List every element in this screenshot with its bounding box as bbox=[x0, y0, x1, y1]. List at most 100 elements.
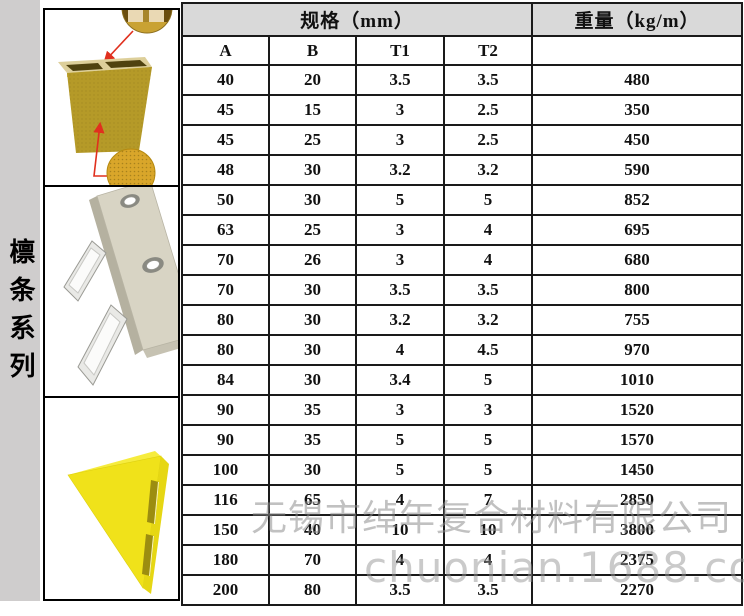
cell-t1: 3 bbox=[355, 94, 445, 126]
cell-t2: 2.5 bbox=[442, 94, 534, 126]
cell-t2: 3.2 bbox=[442, 304, 534, 336]
table-row: 80 30 4 4.5 970 bbox=[181, 334, 744, 366]
cell-b: 25 bbox=[268, 214, 357, 246]
callout-arrow-icon bbox=[103, 30, 134, 63]
table-row: 200 80 3.5 3.5 2270 bbox=[181, 574, 744, 606]
cell-a: 180 bbox=[181, 544, 270, 576]
cell-t1: 5 bbox=[355, 424, 445, 456]
cell-t1: 10 bbox=[355, 514, 445, 546]
cell-t2: 3 bbox=[442, 394, 534, 426]
cell-t1: 3.5 bbox=[355, 574, 445, 606]
cell-t1: 3 bbox=[355, 214, 445, 246]
cell-t1: 3 bbox=[355, 394, 445, 426]
wedge-purlin-illustration bbox=[67, 451, 169, 594]
cell-b: 20 bbox=[268, 64, 357, 96]
cell-t2: 2.5 bbox=[442, 124, 534, 156]
cell-weight: 1450 bbox=[531, 454, 744, 486]
table-row: 180 70 4 4 2375 bbox=[181, 544, 744, 576]
cell-a: 90 bbox=[181, 394, 270, 426]
cell-b: 30 bbox=[268, 334, 357, 366]
cell-t1: 5 bbox=[355, 184, 445, 216]
table-row: 90 35 5 5 1570 bbox=[181, 424, 744, 456]
cell-t2: 4.5 bbox=[442, 334, 534, 366]
yellow-profile bbox=[67, 451, 169, 594]
col-header-b: B bbox=[268, 35, 357, 66]
rect-tube-purlin-photo bbox=[43, 8, 180, 187]
table-row: 45 15 3 2.5 350 bbox=[181, 94, 744, 126]
plate-purlin-illustration bbox=[63, 187, 178, 386]
purlin-box bbox=[58, 57, 152, 153]
cell-weight: 755 bbox=[531, 304, 744, 336]
plate-purlin-photo bbox=[43, 185, 180, 398]
cell-t1: 4 bbox=[355, 334, 445, 366]
cell-t1: 3.5 bbox=[355, 64, 445, 96]
cell-b: 35 bbox=[268, 394, 357, 426]
table-row: 40 20 3.5 3.5 480 bbox=[181, 64, 744, 96]
cell-b: 26 bbox=[268, 244, 357, 276]
cell-b: 30 bbox=[268, 454, 357, 486]
category-sidebar: 檩条系列 bbox=[0, 0, 40, 601]
cell-t2: 7 bbox=[442, 484, 534, 516]
cell-weight: 2375 bbox=[531, 544, 744, 576]
cell-b: 30 bbox=[268, 154, 357, 186]
cell-t1: 3 bbox=[355, 244, 445, 276]
cell-t1: 3.5 bbox=[355, 274, 445, 306]
cell-t2: 4 bbox=[442, 544, 534, 576]
cell-a: 150 bbox=[181, 514, 270, 546]
cell-weight: 3800 bbox=[531, 514, 744, 546]
drilled-plate bbox=[89, 187, 178, 358]
cell-t1: 3 bbox=[355, 124, 445, 156]
cell-b: 30 bbox=[268, 274, 357, 306]
table-row: 45 25 3 2.5 450 bbox=[181, 124, 744, 156]
cell-b: 35 bbox=[268, 424, 357, 456]
rect-tube-purlin-illustration bbox=[58, 10, 173, 185]
cell-weight: 450 bbox=[531, 124, 744, 156]
spec-table: 规格（mm） 重量（kg/m） A B T1 T2 40 20 3.5 3.5 … bbox=[180, 2, 744, 606]
cell-t1: 4 bbox=[355, 544, 445, 576]
cell-b: 80 bbox=[268, 574, 357, 606]
cell-t2: 5 bbox=[442, 364, 534, 396]
table-row: 70 26 3 4 680 bbox=[181, 244, 744, 276]
cell-b: 25 bbox=[268, 124, 357, 156]
cell-a: 45 bbox=[181, 94, 270, 126]
col-header-t1: T1 bbox=[355, 35, 445, 66]
cover-plates bbox=[63, 240, 128, 386]
table-row: 116 65 4 7 2850 bbox=[181, 484, 744, 516]
cell-t2: 3.5 bbox=[442, 274, 534, 306]
cell-t2: 5 bbox=[442, 454, 534, 486]
table-row: 50 30 5 5 852 bbox=[181, 184, 744, 216]
cell-a: 40 bbox=[181, 64, 270, 96]
cell-a: 80 bbox=[181, 334, 270, 366]
cell-weight: 350 bbox=[531, 94, 744, 126]
cell-b: 40 bbox=[268, 514, 357, 546]
col-header-t2: T2 bbox=[442, 35, 534, 66]
cell-weight: 970 bbox=[531, 334, 744, 366]
col-header-a: A bbox=[181, 35, 270, 66]
cell-weight: 1520 bbox=[531, 394, 744, 426]
cell-t1: 4 bbox=[355, 484, 445, 516]
cell-t2: 5 bbox=[442, 424, 534, 456]
cell-a: 70 bbox=[181, 274, 270, 306]
table-row: 84 30 3.4 5 1010 bbox=[181, 364, 744, 396]
cell-weight: 852 bbox=[531, 184, 744, 216]
cell-a: 100 bbox=[181, 454, 270, 486]
wedge-purlin-photo bbox=[43, 396, 180, 601]
table-row: 150 40 10 10 3800 bbox=[181, 514, 744, 546]
cell-b: 30 bbox=[268, 184, 357, 216]
table-subheader-row: A B T1 T2 bbox=[181, 35, 744, 66]
table-row: 100 30 5 5 1450 bbox=[181, 454, 744, 486]
table-row: 90 35 3 3 1520 bbox=[181, 394, 744, 426]
cell-a: 116 bbox=[181, 484, 270, 516]
cell-a: 84 bbox=[181, 364, 270, 396]
cell-t2: 10 bbox=[442, 514, 534, 546]
cell-t2: 3.5 bbox=[442, 574, 534, 606]
cell-t1: 3.2 bbox=[355, 154, 445, 186]
cell-b: 65 bbox=[268, 484, 357, 516]
cell-t2: 5 bbox=[442, 184, 534, 216]
cell-weight: 695 bbox=[531, 214, 744, 246]
cell-a: 63 bbox=[181, 214, 270, 246]
cross-section-callout-icon bbox=[121, 10, 173, 34]
cell-a: 45 bbox=[181, 124, 270, 156]
cell-weight: 680 bbox=[531, 244, 744, 276]
